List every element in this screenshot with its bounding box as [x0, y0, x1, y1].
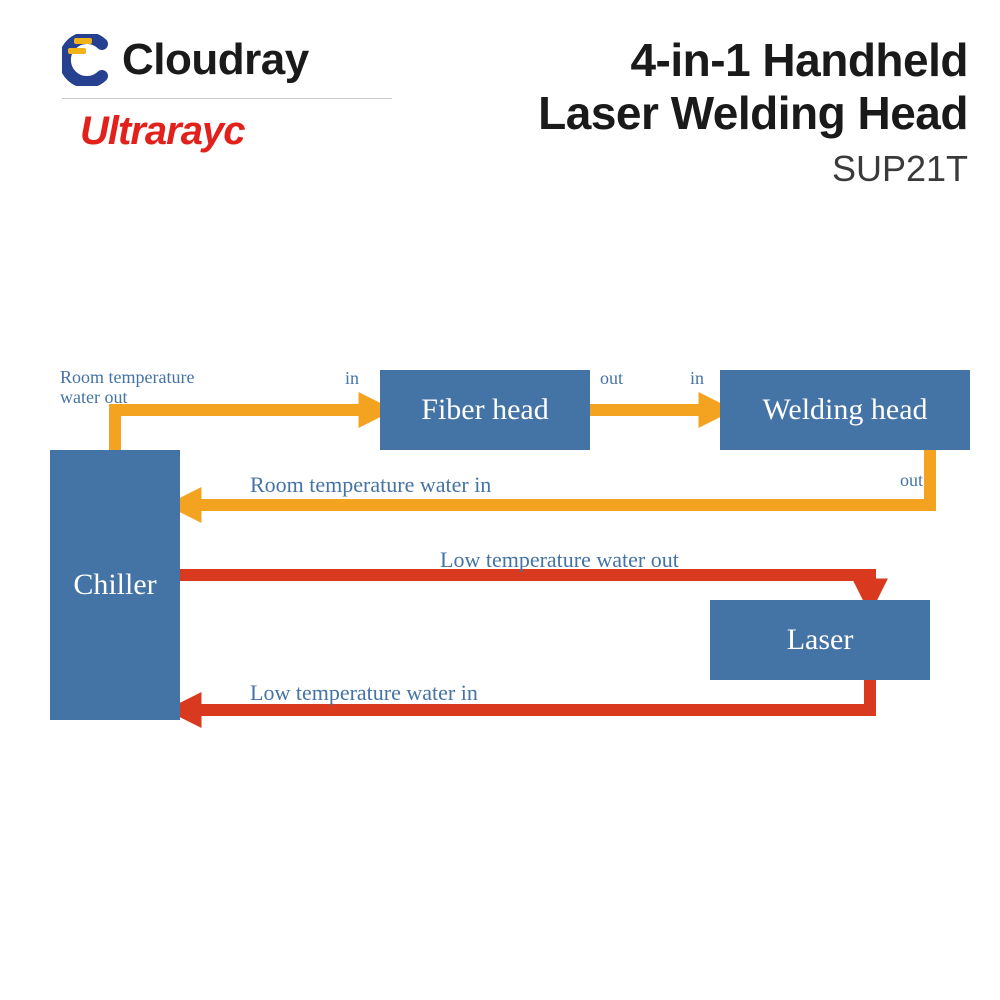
- arrow-chiller-to-laser: [180, 575, 870, 600]
- node-welding-head: Welding head: [720, 370, 970, 450]
- label-room-temp-in: Room temperature water in: [250, 472, 491, 498]
- title-block: 4-in-1 Handheld Laser Welding Head SUP21…: [538, 34, 968, 190]
- brand-block: Cloudray Ultrarayc: [62, 34, 392, 154]
- label-low-temp-in: Low temperature water in: [250, 680, 478, 706]
- label-low-temp-out: Low temperature water out: [440, 547, 679, 573]
- label-fiber-in: in: [345, 368, 359, 389]
- node-label: Fiber head: [421, 393, 548, 427]
- cloudray-icon: [62, 34, 114, 86]
- brand-divider: [62, 98, 392, 99]
- label-room-temp-out: Room temperature water out: [60, 368, 194, 408]
- flow-diagram: Chiller Fiber head Welding head Laser Ro…: [0, 350, 1000, 800]
- header: Cloudray Ultrarayc 4-in-1 Handheld Laser…: [62, 34, 968, 190]
- label-fiber-out: out: [600, 368, 623, 389]
- label-weld-out: out: [900, 470, 923, 491]
- label-weld-in: in: [690, 368, 704, 389]
- node-chiller: Chiller: [50, 450, 180, 720]
- model-number: SUP21T: [538, 148, 968, 190]
- node-label: Welding head: [762, 393, 927, 427]
- node-label: Laser: [787, 623, 854, 657]
- cloudray-logo: Cloudray: [62, 34, 309, 86]
- node-label: Chiller: [73, 568, 156, 602]
- ultrarayc-logo: Ultrarayc: [80, 109, 244, 154]
- cloudray-text: Cloudray: [122, 35, 309, 85]
- title-line-1: 4-in-1 Handheld: [538, 34, 968, 87]
- node-fiber-head: Fiber head: [380, 370, 590, 450]
- title-line-2: Laser Welding Head: [538, 87, 968, 140]
- node-laser: Laser: [710, 600, 930, 680]
- arrow-chiller-to-fiber: [115, 410, 380, 450]
